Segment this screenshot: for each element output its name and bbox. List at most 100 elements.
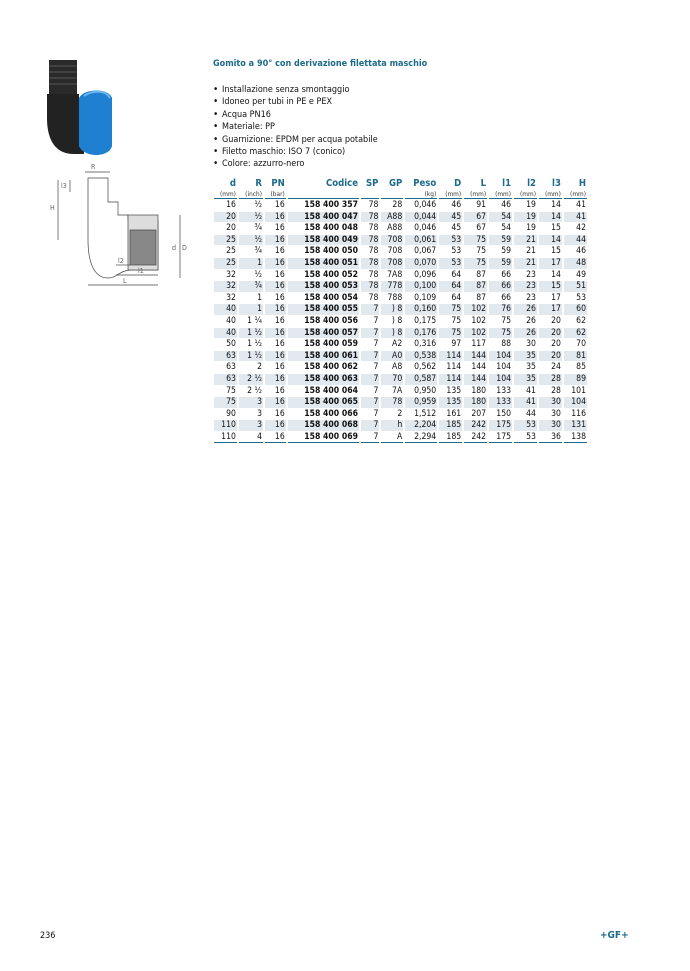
table-cell: 1 ¼	[247, 315, 262, 326]
table-row: 25 ½ 16 158 400 049 78 708 0,061 53 75 59 21 14 44	[214, 234, 587, 246]
column-header: l3	[552, 178, 561, 189]
table-cell: 20	[226, 223, 236, 234]
table-cell: 46	[576, 246, 586, 257]
table-cell: 59	[489, 234, 513, 246]
column-header: R	[255, 178, 262, 189]
column-unit: (mm)	[214, 190, 237, 199]
gf-logo: +GF+	[600, 930, 629, 941]
table-cell: 21	[526, 246, 536, 257]
dim-l1: l1	[138, 267, 144, 275]
table-cell: 53	[451, 246, 462, 257]
table-cell: 20	[551, 339, 561, 350]
table-row: 110 4 16 158 400 069 7 A 2,294 185 242 175 53 36 138	[214, 432, 587, 444]
table-cell: 185	[439, 420, 463, 431]
table-row: 25 ¾ 16 158 400 050 78 708 0,067 53 75 59 21 15 46	[214, 246, 587, 257]
table-cell: 25	[214, 257, 237, 269]
table-cell: A2	[392, 339, 403, 350]
table-cell: 67	[464, 211, 488, 223]
table-cell: 32	[226, 292, 236, 303]
table-cell: 16	[274, 362, 285, 373]
column-unit	[287, 190, 359, 199]
feature-list: Installazione senza smontaggio Idoneo pe…	[213, 84, 378, 171]
table-cell: 87	[476, 292, 487, 303]
table-cell: 24	[551, 362, 561, 373]
table-cell: ½	[254, 200, 262, 210]
table-cell: 35	[514, 350, 537, 362]
table-cell: 36	[538, 432, 562, 444]
table-cell: 135	[439, 397, 463, 408]
table-cell: A0	[381, 350, 404, 362]
table-cell: 0,175	[414, 315, 437, 326]
table-cell: 53	[439, 234, 463, 246]
table-cell: 59	[501, 246, 512, 257]
column-unit: (bar)	[264, 190, 286, 199]
table-cell: 75	[214, 397, 237, 408]
table-cell: 14	[538, 211, 562, 223]
table-cell: 54	[501, 223, 512, 234]
table-cell: 35	[514, 373, 537, 385]
table-cell: 158 400 049	[287, 234, 359, 246]
table-cell: 0,096	[414, 269, 437, 280]
table-cell: 21	[514, 257, 537, 269]
table-cell: 78	[368, 246, 379, 257]
table-cell: 158 400 357	[304, 200, 358, 210]
table-cell: 104	[489, 373, 513, 385]
table-cell: 0,061	[405, 234, 438, 246]
table-cell: 2	[397, 408, 403, 419]
table-row: 50 1 ½ 16 158 400 059 7 A2 0,316 97 117 88 30 20 70	[214, 339, 587, 350]
table-cell: 78	[361, 211, 380, 223]
table-cell: 16	[264, 373, 286, 385]
table-cell: 81	[563, 350, 587, 362]
table-cell: 788	[387, 292, 403, 303]
table-cell: 1 ½	[238, 350, 263, 362]
table-row: 40 1 16 158 400 055 7) 8 0,160 75 102 76 26 17 60	[214, 304, 587, 315]
table-cell: ½	[238, 234, 263, 246]
table-cell: 14	[551, 269, 561, 280]
table-cell: 104	[563, 397, 587, 408]
table-cell: 101	[571, 385, 586, 396]
table-cell: 53	[439, 257, 463, 269]
dim-H: H	[50, 204, 55, 212]
column-unit: (inch)	[238, 190, 263, 199]
column-header: PN	[271, 178, 285, 189]
table-cell: 15	[551, 223, 561, 234]
table-cell: 63	[214, 350, 237, 362]
table-cell: 75	[489, 327, 513, 339]
table-cell: 158 400 063	[287, 373, 359, 385]
table-cell: 114	[446, 362, 462, 373]
column-header: GP	[388, 178, 403, 189]
table-cell: 75	[464, 257, 488, 269]
table-cell: 242	[464, 420, 488, 431]
table-row: 25 1 16 158 400 051 78 708 0,070 53 75 59 21 17 48	[214, 257, 587, 269]
table-cell: 7	[361, 350, 380, 362]
table-cell: 7	[373, 408, 379, 419]
table-cell: 25	[214, 234, 237, 246]
table-cell: 144	[464, 350, 488, 362]
table-cell: 180	[471, 385, 487, 396]
table-cell: 117	[471, 339, 487, 350]
product-photo	[47, 60, 112, 155]
table-cell: ) 8	[381, 327, 404, 339]
column-header: d	[229, 178, 236, 189]
table-cell: 114	[439, 373, 463, 385]
table-row: 63 2 16 158 400 062 7 A8 0,562 114 144 104 35 24 85	[214, 362, 587, 373]
table-cell: 0,070	[405, 257, 438, 269]
table-cell: 7	[361, 373, 380, 385]
table-cell: 7	[373, 362, 379, 373]
table-cell: 19	[514, 211, 537, 223]
table-cell: 78	[361, 234, 380, 246]
table-cell: 7	[361, 432, 380, 444]
table-cell: 0,109	[414, 292, 437, 303]
table-cell: 16	[264, 257, 286, 269]
table-cell: ) 8	[391, 315, 403, 326]
table-cell: 46	[501, 200, 512, 210]
table-cell: 46	[451, 200, 462, 210]
table-cell: 16	[264, 420, 286, 431]
table-cell: 26	[514, 304, 537, 315]
table-cell: 66	[501, 269, 512, 280]
table-cell: 1	[257, 292, 262, 303]
table-cell: 16	[274, 315, 285, 326]
table-cell: 21	[514, 234, 537, 246]
table-cell: 35	[526, 362, 536, 373]
table-cell: 49	[576, 269, 586, 280]
